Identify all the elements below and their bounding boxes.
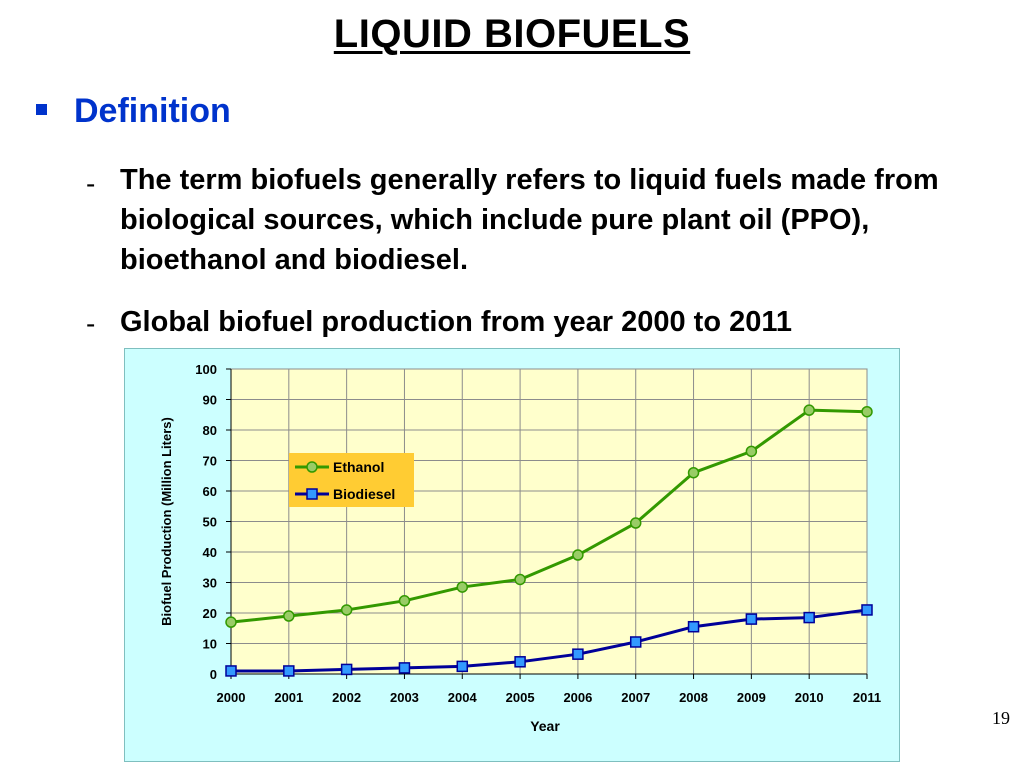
- ethanol-point: [283, 610, 295, 622]
- biodiesel-point: [572, 648, 584, 660]
- x-tick-label: 2004: [448, 690, 478, 705]
- ethanol-point: [803, 404, 815, 416]
- y-tick-label: 30: [203, 576, 217, 591]
- ethanol-point: [398, 595, 411, 607]
- x-tick-label: 2002: [332, 690, 361, 705]
- y-tick-label: 0: [210, 667, 217, 682]
- ethanol-point: [514, 573, 526, 586]
- x-tick-label: 2011: [853, 690, 881, 705]
- y-tick-label: 60: [203, 484, 217, 499]
- y-tick-label: 70: [203, 454, 217, 469]
- biodiesel-point: [514, 656, 526, 668]
- x-tick-label: 2010: [795, 690, 824, 705]
- ethanol-point: [225, 616, 237, 628]
- biodiesel-point: [803, 611, 815, 624]
- ethanol-point: [745, 445, 758, 458]
- biodiesel-point: [283, 665, 295, 677]
- biodiesel-point: [225, 665, 237, 677]
- biodiesel-point: [629, 636, 642, 648]
- x-tick-label: 2007: [621, 690, 650, 705]
- page-number: 19: [992, 708, 1010, 728]
- biodiesel-series-line: [231, 608, 868, 673]
- x-tick-label: 2001: [274, 690, 303, 705]
- biodiesel-point: [456, 660, 469, 673]
- y-tick-label: 90: [203, 393, 217, 408]
- biodiesel-point: [340, 663, 353, 676]
- ethanol-point: [629, 517, 642, 529]
- y-tick-label: 10: [203, 637, 217, 652]
- chart-container: 0 10 20 30 40 50 60 70 80 90 100 2000 2001 2002 2003 20…: [124, 348, 900, 762]
- biodiesel-legend-label: Biodiesel: [333, 486, 395, 502]
- x-tick-label: 2009: [737, 690, 766, 705]
- y-tick-label: 100: [195, 362, 217, 377]
- chart-legend: Ethanol Biodiesel: [289, 453, 414, 507]
- x-tick-label: 2008: [679, 690, 708, 705]
- slide-title: LIQUID BIOFUELS: [333, 12, 691, 56]
- x-axis-label: Year: [530, 718, 560, 734]
- ethanol-legend-label: Ethanol: [333, 459, 384, 475]
- dash-marker: -: [86, 308, 96, 339]
- x-tick-label: 2000: [217, 690, 246, 705]
- chart-caption: Global biofuel production from year 2000…: [120, 306, 792, 338]
- ethanol-point: [340, 604, 353, 616]
- y-tick-label: 20: [203, 606, 217, 621]
- y-tick-label: 40: [203, 545, 217, 560]
- x-tick-label: 2005: [506, 690, 535, 705]
- biodiesel-point: [687, 620, 700, 633]
- x-tick-label: 2003: [390, 690, 419, 705]
- ethanol-point: [572, 549, 584, 561]
- ethanol-series-line: [230, 408, 868, 624]
- ethanol-legend-marker: [306, 461, 318, 473]
- ethanol-point: [861, 405, 873, 418]
- y-tick-label: 80: [203, 423, 217, 438]
- x-tick-label: 2006: [563, 690, 592, 705]
- ethanol-point: [456, 581, 469, 593]
- biodiesel-point: [861, 604, 873, 616]
- biodiesel-point: [398, 662, 411, 674]
- dash-marker: -: [86, 168, 96, 199]
- line-chart: 0 10 20 30 40 50 60 70 80 90 100 2000 2001 2002 2003 20…: [159, 362, 881, 734]
- section-heading: Definition: [74, 92, 231, 130]
- ethanol-point: [687, 466, 700, 479]
- y-tick-label: 50: [203, 515, 217, 530]
- biodiesel-point: [745, 613, 758, 625]
- square-bullet-icon: [36, 104, 47, 115]
- biodiesel-legend-marker: [306, 488, 318, 500]
- y-axis-label: Biofuel Production (Million Liters): [159, 417, 174, 626]
- definition-text: The term biofuels generally refers to li…: [120, 164, 939, 276]
